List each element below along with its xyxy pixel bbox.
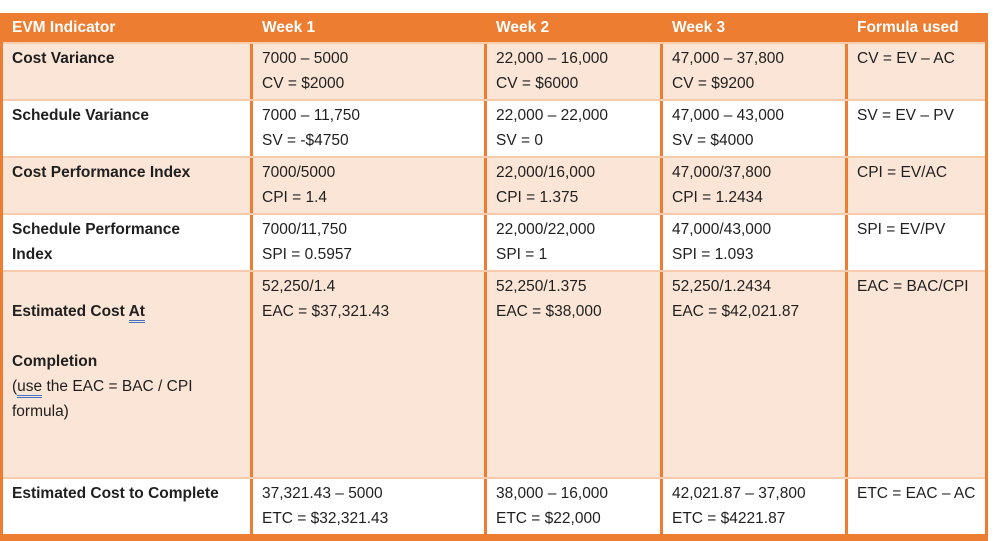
- calc-line: 47,000/37,800: [672, 164, 772, 181]
- formula-cell: CV = EV – AC: [857, 50, 955, 67]
- calc-line: 22,000/22,000: [496, 221, 596, 238]
- evm-table: EVM Indicator Week 1 Week 2 Week 3 Formu…: [0, 13, 988, 541]
- week2-cell: 38,000 – 16,000 ETC = $22,000: [487, 479, 663, 534]
- calc-line: 22,000 – 22,000: [496, 107, 609, 124]
- result-line: ETC = $32,321.43: [262, 510, 389, 527]
- result-line: EAC = $38,000: [496, 303, 602, 320]
- calc-line: 22,000 – 16,000: [496, 50, 609, 67]
- row-label: Estimated Cost to Complete: [3, 479, 253, 534]
- label-note: (use the EAC = BAC / CPI formula): [12, 374, 242, 424]
- calc-line: 7000 – 5000: [262, 50, 349, 67]
- result-line: SV = $4000: [672, 132, 754, 149]
- grammar-underlined-word: use: [17, 378, 43, 398]
- row-label: Estimated Cost At Completion (use the EA…: [3, 272, 253, 477]
- column-header-week3: Week 3: [663, 15, 848, 42]
- result-line: SV = -$4750: [262, 132, 349, 149]
- calc-line: 7000/5000: [262, 164, 336, 181]
- calc-line: 7000/11,750: [262, 221, 348, 238]
- label-bold-text: Completion: [12, 353, 98, 370]
- result-line: EAC = $37,321.43: [262, 303, 390, 320]
- calc-line: 52,250/1.375: [496, 278, 587, 295]
- result-line: CPI = 1.4: [262, 189, 328, 206]
- result-line: SPI = 0.5957: [262, 246, 353, 263]
- label-bold-text: Estimated Cost: [12, 303, 129, 320]
- formula-cell: CPI = EV/AC: [857, 164, 948, 181]
- calc-line: 52,250/1.2434: [672, 278, 772, 295]
- week2-cell: 52,250/1.375 EAC = $38,000: [487, 272, 663, 477]
- result-line: CPI = 1.2434: [672, 189, 763, 206]
- week3-cell: 42,021.87 – 37,800 ETC = $4221.87: [663, 479, 848, 534]
- formula-cell: SV = EV – PV: [857, 107, 954, 124]
- calc-line: 42,021.87 – 37,800: [672, 485, 806, 502]
- week2-cell: 22,000 – 16,000 CV = $6000: [487, 44, 663, 99]
- week2-cell: 22,000/22,000 SPI = 1: [487, 215, 663, 270]
- week1-cell: 52,250/1.4 EAC = $37,321.43: [253, 272, 487, 477]
- result-line: SPI = 1: [496, 246, 548, 263]
- column-header-evm-indicator: EVM Indicator: [3, 15, 253, 42]
- table-row-schedule-variance: Schedule Variance 7000 – 11,750 SV = -$4…: [3, 99, 985, 156]
- calc-line: 7000 – 11,750: [262, 107, 360, 124]
- row-label: Schedule Performance Index: [3, 215, 253, 270]
- result-line: CV = $2000: [262, 75, 345, 92]
- week3-cell: 47,000/37,800 CPI = 1.2434: [663, 158, 848, 213]
- week2-cell: 22,000/16,000 CPI = 1.375: [487, 158, 663, 213]
- row-label: Cost Variance: [3, 44, 253, 99]
- calc-line: 47,000 – 43,000: [672, 107, 785, 124]
- formula-cell: EAC = BAC/CPI: [857, 278, 969, 295]
- week3-cell: 47,000 – 43,000 SV = $4000: [663, 101, 848, 156]
- formula-cell: SPI = EV/PV: [857, 221, 946, 238]
- result-line: CPI = 1.375: [496, 189, 579, 206]
- calc-line: 47,000/43,000: [672, 221, 772, 238]
- row-label: Cost Performance Index: [3, 158, 253, 213]
- result-line: SPI = 1.093: [672, 246, 754, 263]
- result-line: ETC = $4221.87: [672, 510, 786, 527]
- calc-line: 37,321.43 – 5000: [262, 485, 383, 502]
- result-line: CV = $9200: [672, 75, 755, 92]
- calc-line: 47,000 – 37,800: [672, 50, 785, 67]
- week1-cell: 7000/11,750 SPI = 0.5957: [253, 215, 487, 270]
- column-header-week2: Week 2: [487, 15, 663, 42]
- formula-cell: ETC = EAC – AC: [857, 485, 976, 502]
- calc-line: 52,250/1.4: [262, 278, 336, 295]
- week1-cell: 7000/5000 CPI = 1.4: [253, 158, 487, 213]
- label-note-text: the EAC = BAC / CPI formula): [12, 378, 193, 420]
- column-header-week1: Week 1: [253, 15, 487, 42]
- week1-cell: 37,321.43 – 5000 ETC = $32,321.43: [253, 479, 487, 534]
- table-row-estimated-cost-at-completion: Estimated Cost At Completion (use the EA…: [3, 270, 985, 477]
- table-header-row: EVM Indicator Week 1 Week 2 Week 3 Formu…: [3, 15, 985, 42]
- week3-cell: 47,000 – 37,800 CV = $9200: [663, 44, 848, 99]
- grammar-underlined-word: At: [128, 303, 145, 323]
- result-line: SV = 0: [496, 132, 543, 149]
- result-line: ETC = $22,000: [496, 510, 601, 527]
- result-line: EAC = $42,021.87: [672, 303, 800, 320]
- week3-cell: 52,250/1.2434 EAC = $42,021.87: [663, 272, 848, 477]
- calc-line: 22,000/16,000: [496, 164, 596, 181]
- week1-cell: 7000 – 11,750 SV = -$4750: [253, 101, 487, 156]
- calc-line: 38,000 – 16,000: [496, 485, 609, 502]
- week3-cell: 47,000/43,000 SPI = 1.093: [663, 215, 848, 270]
- column-header-formula-used: Formula used: [857, 19, 959, 36]
- result-line: CV = $6000: [496, 75, 579, 92]
- table-row-cost-variance: Cost Variance 7000 – 5000 CV = $2000 22,…: [3, 42, 985, 99]
- table-row-cost-performance-index: Cost Performance Index 7000/5000 CPI = 1…: [3, 156, 985, 213]
- label-note-text: (: [12, 378, 18, 395]
- row-label: Schedule Variance: [3, 101, 253, 156]
- table-row-estimated-cost-to-complete: Estimated Cost to Complete 37,321.43 – 5…: [3, 477, 985, 534]
- week2-cell: 22,000 – 22,000 SV = 0: [487, 101, 663, 156]
- week1-cell: 7000 – 5000 CV = $2000: [253, 44, 487, 99]
- table-row-schedule-performance-index: Schedule Performance Index 7000/11,750 S…: [3, 213, 985, 270]
